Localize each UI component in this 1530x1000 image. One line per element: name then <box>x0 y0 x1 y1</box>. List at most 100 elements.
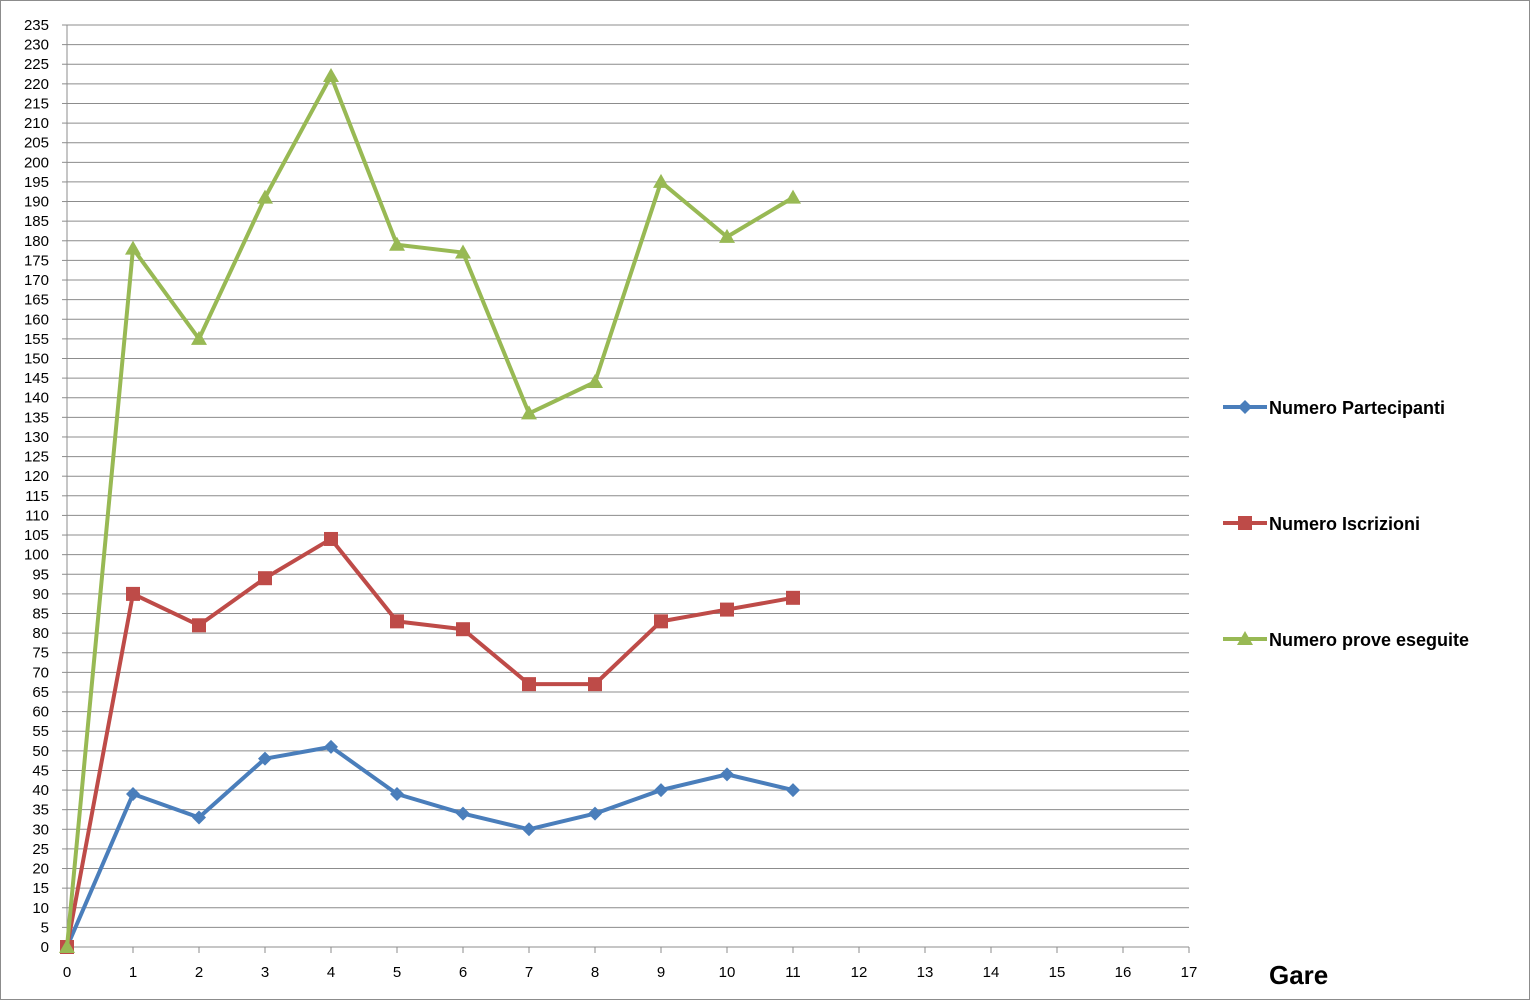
x-tick-label: 14 <box>983 964 1000 981</box>
y-tick-label: 110 <box>25 507 49 524</box>
y-tick-label: 0 <box>41 939 49 956</box>
legend-entry: Numero Iscrizioni <box>1223 514 1420 534</box>
y-tick-label: 150 <box>24 350 49 367</box>
data-point <box>191 330 207 345</box>
data-point <box>522 822 536 837</box>
series-line <box>65 536 794 948</box>
x-tick-label: 3 <box>261 964 269 981</box>
y-tick-label: 90 <box>32 586 49 603</box>
data-point <box>653 173 669 188</box>
data-point <box>324 739 338 754</box>
x-tick-label: 6 <box>459 964 467 981</box>
y-tick-label: 135 <box>24 409 49 426</box>
y-tick-label: 145 <box>24 370 49 387</box>
x-tick-label: 4 <box>327 964 335 981</box>
legend-marker <box>1238 516 1252 530</box>
data-point <box>588 677 602 692</box>
y-tick-label: 195 <box>24 174 49 191</box>
series-line <box>65 744 794 948</box>
y-tick-label: 185 <box>24 213 49 230</box>
x-tick-label: 13 <box>917 964 934 981</box>
y-tick-label: 55 <box>32 723 49 740</box>
x-tick-label: 9 <box>657 964 665 981</box>
data-point <box>456 622 470 637</box>
y-tick-label: 235 <box>24 17 49 34</box>
y-tick-label: 45 <box>32 762 49 779</box>
x-tick-label: 16 <box>1115 964 1132 981</box>
data-point <box>654 783 668 798</box>
y-tick-label: 175 <box>24 252 49 269</box>
y-tick-label: 170 <box>24 272 49 289</box>
y-tick-label: 65 <box>32 684 49 701</box>
x-tick-label: 1 <box>129 964 137 981</box>
data-point <box>720 767 734 782</box>
data-point <box>654 614 668 629</box>
y-tick-label: 70 <box>32 664 49 681</box>
x-axis-label: Gare <box>1269 960 1328 990</box>
data-point <box>522 677 536 692</box>
y-tick-label: 95 <box>32 566 49 583</box>
data-point <box>390 786 404 801</box>
data-point <box>587 374 603 389</box>
data-point <box>192 618 206 633</box>
y-tick-label: 210 <box>24 115 49 132</box>
x-tick-label: 0 <box>63 964 71 981</box>
series-1 <box>60 739 800 954</box>
y-tick-label: 155 <box>24 331 49 348</box>
data-point <box>786 783 800 798</box>
legend: Numero Partecipanti Numero Iscrizioni Nume… <box>1223 398 1469 650</box>
data-point <box>258 571 272 586</box>
y-tick-label: 225 <box>24 56 49 73</box>
data-point <box>258 751 272 766</box>
y-tick-label: 30 <box>32 821 49 838</box>
y-tick-label: 50 <box>32 743 49 760</box>
y-tick-label: 115 <box>25 488 49 505</box>
x-tick-label: 7 <box>525 964 533 981</box>
y-tick-label: 120 <box>24 468 49 485</box>
y-tick-label: 190 <box>24 194 49 211</box>
x-tick-label: 5 <box>393 964 401 981</box>
legend-label: Numero prove eseguite <box>1269 630 1469 650</box>
data-point <box>323 68 339 83</box>
legend-marker <box>1237 631 1253 645</box>
legend-entry: Numero Partecipanti <box>1223 398 1445 418</box>
series-group <box>59 68 801 954</box>
y-tick-label: 105 <box>24 527 49 544</box>
y-tick-label: 85 <box>32 606 49 623</box>
y-tick-label: 5 <box>41 919 49 936</box>
data-point <box>521 405 537 420</box>
legend-label: Numero Iscrizioni <box>1269 514 1420 534</box>
data-point <box>588 806 602 821</box>
y-tick-label: 20 <box>32 861 49 878</box>
data-point <box>125 240 141 255</box>
legend-label: Numero Partecipanti <box>1269 398 1445 418</box>
legend-marker <box>1238 400 1252 414</box>
axes <box>62 24 1190 953</box>
y-tick-label: 10 <box>32 900 49 917</box>
y-tick-label: 100 <box>24 547 49 564</box>
data-point <box>389 236 405 251</box>
y-tick-label: 15 <box>32 880 49 897</box>
series-2 <box>60 531 800 954</box>
data-point <box>390 614 404 629</box>
y-tick-label: 125 <box>24 449 49 466</box>
y-tick-label: 220 <box>24 76 49 93</box>
data-point <box>257 189 273 204</box>
y-tick-label: 230 <box>24 37 49 54</box>
series-line <box>65 74 795 948</box>
data-point <box>785 189 801 204</box>
x-tick-label: 11 <box>785 964 801 981</box>
y-tick-label: 75 <box>32 645 49 662</box>
x-tick-label: 10 <box>719 964 736 981</box>
y-tick-label: 25 <box>32 841 49 858</box>
data-point <box>324 531 338 546</box>
y-tick-label: 160 <box>24 311 49 328</box>
data-point <box>126 586 140 601</box>
y-tick-label: 35 <box>32 802 49 819</box>
y-tick-label: 140 <box>24 390 49 407</box>
x-tick-label: 12 <box>851 964 868 981</box>
y-tick-label: 130 <box>24 429 49 446</box>
x-tick-label: 15 <box>1049 964 1066 981</box>
